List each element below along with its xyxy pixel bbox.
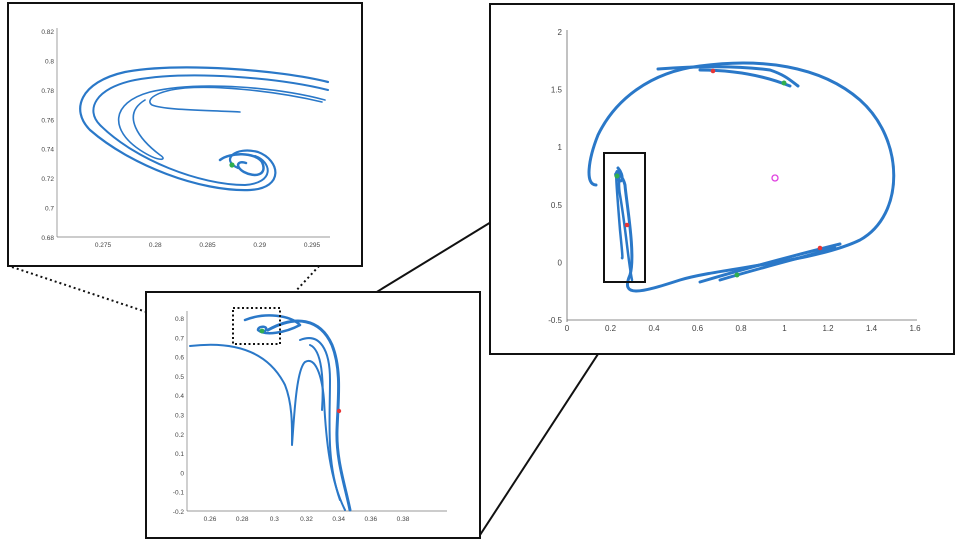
zoom2-y-tick-0: 0.82	[41, 29, 54, 36]
main-attractor-band-bottom	[698, 242, 842, 284]
main-panel-frame	[489, 3, 955, 355]
zoom1-y-tick-4: 0.4	[175, 393, 184, 400]
zoom1-zoom-box	[232, 307, 281, 345]
main-panel: 0 0.2 0.4 0.6 0.8 1 1.2 1.4 1.6 21.510.50-0.5	[489, 3, 955, 355]
main-y-tick-1: 1.5	[551, 86, 563, 95]
zoom2-x-tick-0: 0.275	[95, 242, 112, 249]
zoom2-x-tick-4: 0.295	[304, 242, 321, 249]
main-red-marker-2	[817, 245, 823, 251]
zoom1-y-tick-7: 0.1	[175, 451, 184, 458]
main-x-tick-5: 1	[782, 324, 787, 333]
main-y-tick-5: -0.5	[548, 316, 562, 325]
zoom1-x-tick-1: 0.28	[236, 516, 249, 523]
zoom2-y-tick-5: 0.72	[41, 176, 54, 183]
main-x-tick-2: 0.4	[648, 324, 660, 333]
main-x-tick-0: 0	[565, 324, 570, 333]
zoom2-y-tick-4: 0.74	[41, 147, 54, 154]
zoom2-y-tick-7: 0.68	[41, 235, 54, 242]
zoom1-green-marker	[259, 328, 265, 334]
zoom1-y-ticks: 0.8 0.7 0.6 0.5 0.4 0.3 0.2 0.1 0 -0.1 -0.2	[173, 316, 185, 516]
zoom2-curve-outer	[79, 66, 330, 192]
zoom1-y-tick-1: 0.7	[175, 335, 184, 342]
zoom1-x-tick-6: 0.38	[397, 516, 410, 523]
main-y-ticks: 2 1.5 1 0.5 0 -0.5	[548, 28, 562, 325]
zoom1-y-tick-0: 0.8	[175, 316, 184, 323]
zoom1-y-tick-10: -0.2	[173, 509, 185, 516]
zoom2-x-ticks: 0.275 0.28 0.285 0.29 0.295	[95, 242, 321, 249]
zoom1-panel: 0.26 0.28 0.3 0.32 0.34 0.36 0.38 0.8 0.7 0.6 0.5…	[145, 291, 481, 539]
main-x-tick-7: 1.4	[866, 324, 878, 333]
main-y-tick-3: 0.5	[551, 201, 563, 210]
zoom1-x-ticks: 0.26 0.28 0.3 0.32 0.34 0.36 0.38	[204, 516, 410, 523]
main-y-tick-0: 2	[558, 28, 563, 37]
zoom2-y-tick-2: 0.78	[41, 88, 54, 95]
main-x-ticks: 0 0.2 0.4 0.6 0.8 1 1.2 1.4 1.6	[565, 324, 921, 333]
zoom2-spiral	[218, 153, 265, 177]
zoom1-y-tick-2: 0.6	[175, 355, 184, 362]
main-red-marker-1	[710, 68, 716, 74]
main-green-marker-3	[614, 173, 620, 179]
zoom1-x-tick-0: 0.26	[204, 516, 217, 523]
zoom2-curve-3	[117, 85, 326, 161]
zoom1-y-tick-6: 0.2	[175, 432, 184, 439]
main-attractor-tail	[615, 170, 634, 282]
zoom2-green-marker	[229, 162, 235, 168]
zoom1-x-tick-3: 0.32	[300, 516, 313, 523]
main-attractor-curve	[587, 61, 896, 293]
main-x-tick-3: 0.6	[692, 324, 704, 333]
main-x-tick-1: 0.2	[605, 324, 617, 333]
zoom2-y-tick-1: 0.8	[45, 58, 54, 65]
zoom1-x-tick-5: 0.36	[365, 516, 378, 523]
zoom1-panel-frame	[145, 291, 481, 539]
zoom1-red-marker	[336, 408, 342, 414]
zoom2-x-tick-1: 0.28	[149, 242, 162, 249]
main-x-tick-8: 1.6	[909, 324, 921, 333]
zoom2-y-tick-3: 0.76	[41, 117, 54, 124]
zoom1-x-tick-2: 0.3	[270, 516, 279, 523]
main-attractor-band-top	[656, 65, 800, 88]
main-red-marker-3	[624, 222, 630, 228]
zoom2-y-tick-6: 0.7	[45, 206, 54, 213]
zoom1-y-tick-5: 0.3	[175, 413, 184, 420]
main-x-tick-6: 1.2	[822, 324, 834, 333]
main-x-tick-4: 0.8	[735, 324, 747, 333]
main-y-tick-2: 1	[558, 143, 563, 152]
zoom2-curve-inner	[149, 86, 323, 113]
zoom1-y-tick-3: 0.5	[175, 374, 184, 381]
zoom2-y-ticks: 0.82 0.8 0.78 0.76 0.74 0.72 0.7 0.68	[41, 29, 54, 242]
zoom1-curve-outer	[189, 343, 346, 511]
zoom2-curve-2	[92, 74, 329, 186]
zoom1-x-tick-4: 0.34	[332, 516, 345, 523]
zoom1-y-tick-8: 0	[180, 470, 184, 477]
zoom1-curve-inner	[299, 337, 341, 501]
main-y-tick-4: 0	[558, 258, 563, 267]
main-green-marker-1	[781, 80, 787, 86]
zoom1-curve-main	[266, 319, 352, 512]
zoom2-panel-frame	[7, 2, 363, 267]
zoom2-x-tick-3: 0.29	[253, 242, 266, 249]
zoom2-x-tick-2: 0.285	[199, 242, 216, 249]
main-zoom-box	[603, 152, 646, 283]
main-center-marker	[771, 174, 779, 182]
zoom1-y-tick-9: -0.1	[173, 490, 185, 497]
zoom2-panel: 0.275 0.28 0.285 0.29 0.295 0.820.80.780.760…	[7, 2, 363, 267]
zoom1-spiral	[243, 314, 302, 335]
main-green-marker-2	[734, 272, 740, 278]
